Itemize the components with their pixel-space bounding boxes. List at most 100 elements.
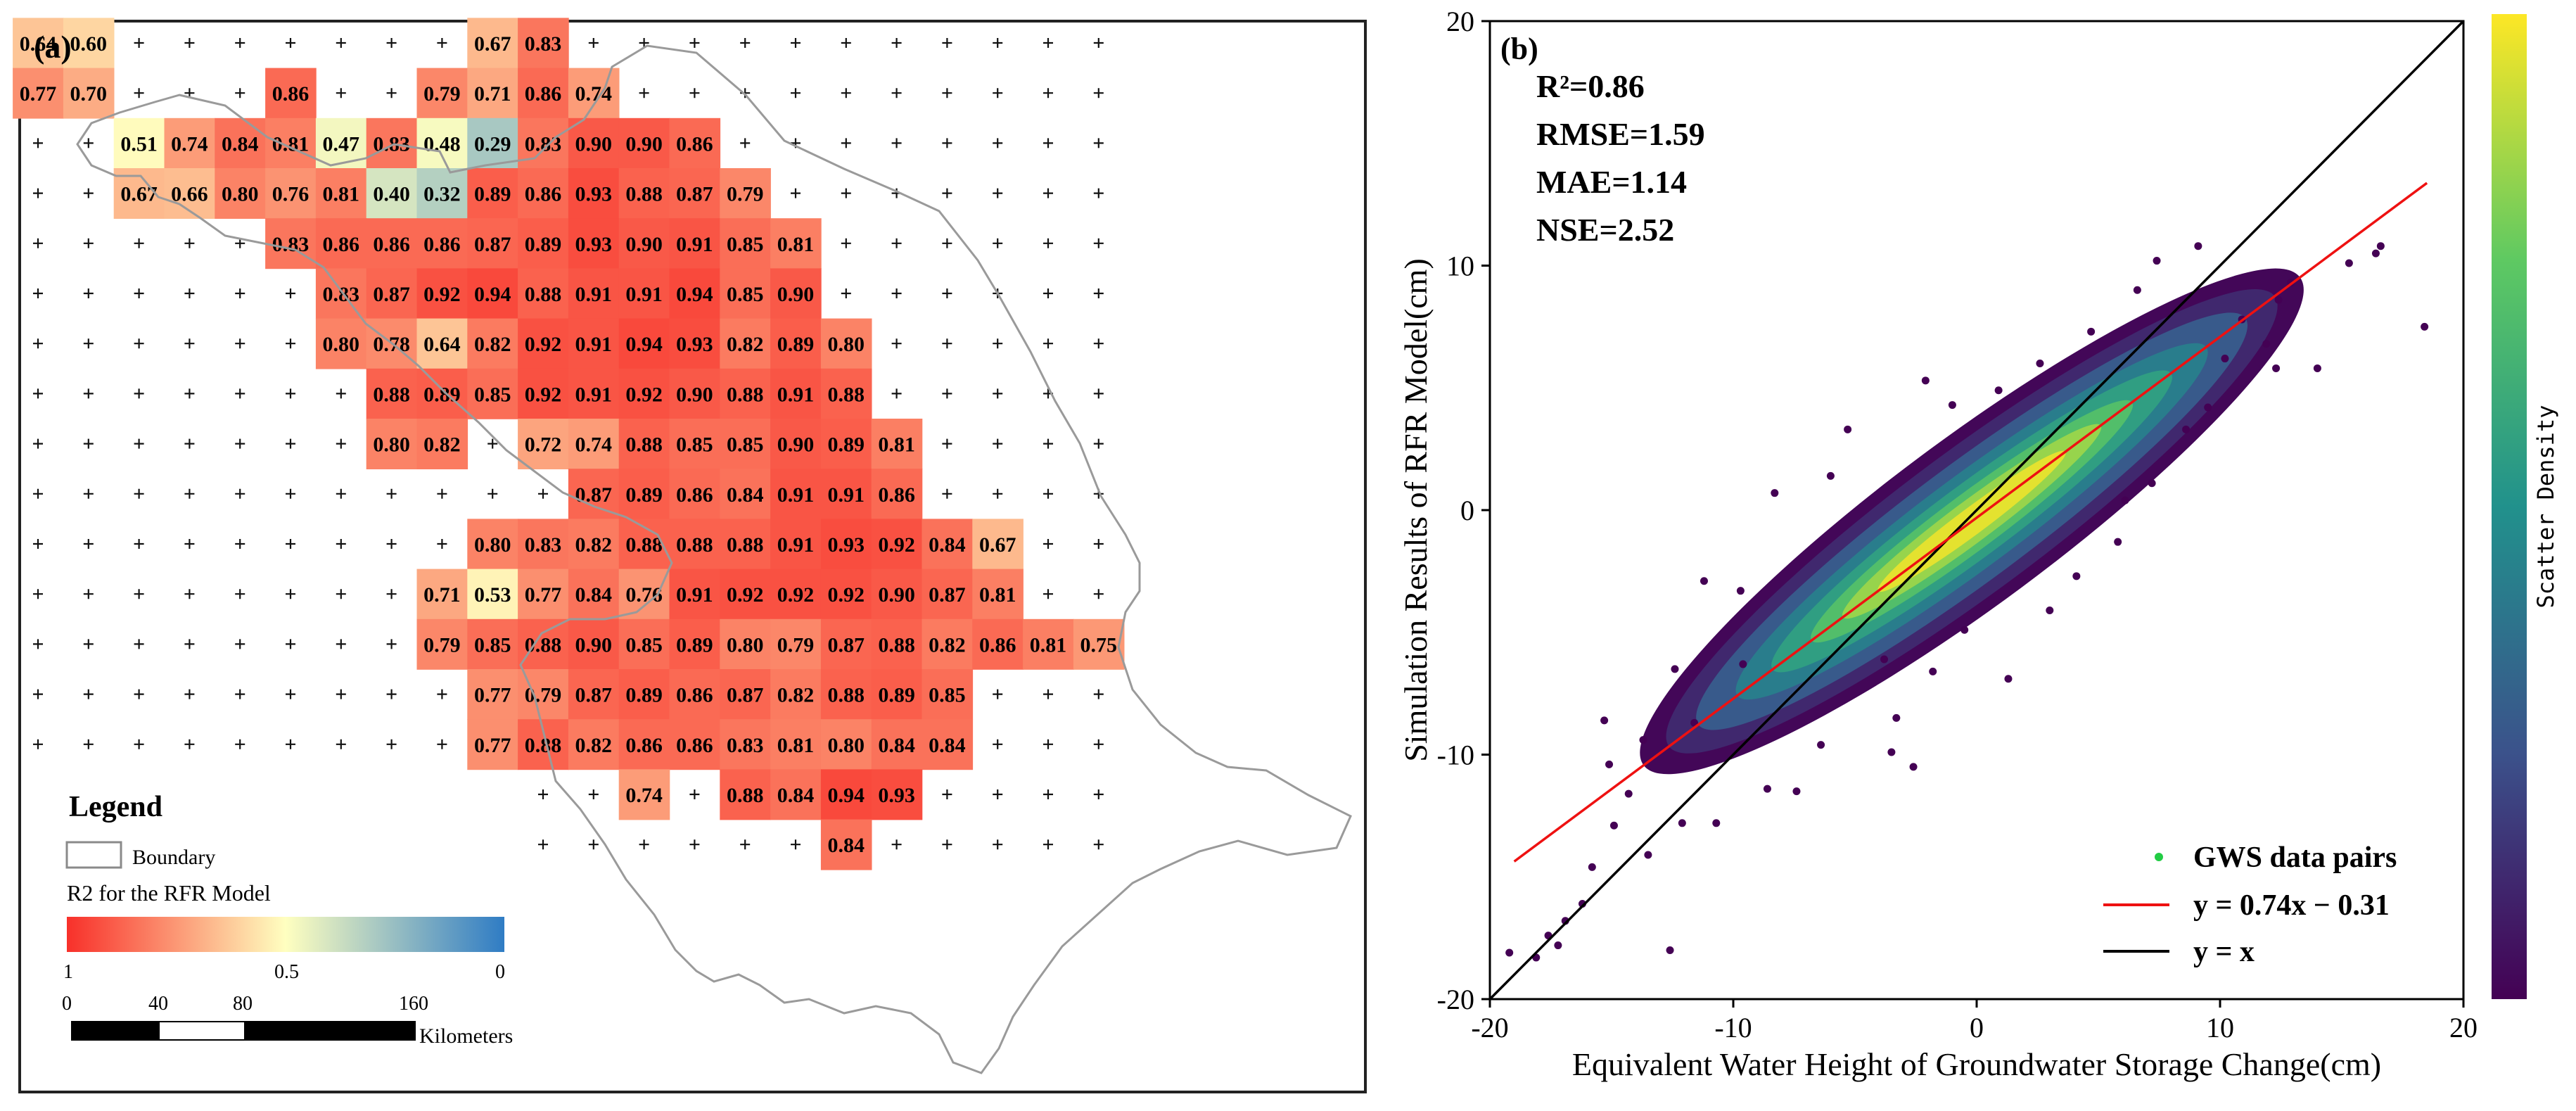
cell-value-label: 0.88 — [625, 433, 663, 457]
cell-value-label: 0.83 — [525, 533, 562, 557]
scatter-point — [1817, 741, 1825, 749]
grid-cross — [235, 589, 246, 599]
grid-cross — [1093, 338, 1104, 349]
heatmap-cell: 0.85 — [922, 669, 974, 720]
cell-value-label: 0.91 — [828, 483, 865, 507]
grid-cross — [942, 839, 952, 850]
heatmap-cell: 0.77 — [13, 68, 64, 119]
cell-value-label: 0.85 — [474, 383, 511, 406]
heatmap-cell: 0.86 — [518, 168, 569, 219]
color-ramp — [67, 917, 504, 952]
cell-value-label: 0.74 — [625, 784, 663, 807]
grid-cross — [993, 388, 1003, 399]
cell-value-label: 0.76 — [272, 183, 310, 206]
cell-value-label: 0.90 — [777, 433, 815, 457]
grid-cross — [791, 38, 801, 48]
heatmap-cell: 0.88 — [669, 519, 721, 570]
heatmap-cell: 0.92 — [518, 368, 569, 419]
grid-cross — [134, 639, 144, 649]
heatmap-cell: 0.71 — [416, 569, 468, 620]
map-legend: Legend Boundary R2 for the RFR Model 1 0… — [62, 791, 513, 1048]
cell-value-label: 0.84 — [929, 734, 966, 757]
cell-value-label: 0.92 — [878, 533, 915, 557]
grid-cross — [841, 238, 851, 248]
heatmap-cell: 0.72 — [518, 419, 569, 469]
grid-cross — [1093, 388, 1104, 399]
cell-value-label: 0.86 — [676, 684, 713, 707]
heatmap-cell: 0.86 — [315, 218, 367, 269]
scale-tick-160: 160 — [399, 993, 428, 1015]
heatmap-cell: 0.71 — [467, 68, 518, 119]
grid-cross — [286, 488, 295, 499]
cell-value-label: 0.32 — [423, 183, 461, 206]
heatmap-cell: 0.67 — [972, 519, 1024, 570]
cell-value-label: 0.89 — [474, 183, 511, 206]
heatmap-cell: 0.89 — [871, 669, 923, 720]
grid-cross — [538, 839, 548, 850]
grid-cross — [437, 689, 447, 699]
cell-value-label: 0.87 — [727, 684, 764, 707]
grid-cross — [184, 238, 195, 248]
grid-cross — [437, 739, 447, 749]
heatmap-cell: 0.74 — [618, 769, 670, 820]
grid-cross — [1043, 488, 1053, 499]
grid-cross — [336, 88, 346, 99]
grid-cross — [891, 338, 902, 349]
cell-value-label: 0.93 — [575, 183, 613, 206]
heatmap-cell: 0.85 — [720, 268, 771, 319]
heatmap-cell: 0.79 — [720, 168, 771, 219]
scatter-point — [2087, 327, 2096, 336]
scale-tick-80: 80 — [233, 993, 253, 1015]
x-tick-label: -20 — [1471, 1012, 1508, 1043]
cell-value-label: 0.86 — [525, 183, 562, 206]
heatmap-cell: 0.48 — [416, 118, 468, 169]
legend-fit-label: y = 0.74x − 0.31 — [2193, 889, 2390, 922]
stat-mae: MAE=1.14 — [1536, 164, 1687, 200]
panel-a-map: 0.64 0.60 0.67 0.83 0.77 0.70 0.86 0.79 0.71 0.86… — [13, 18, 1367, 1093]
scatter-point — [2046, 606, 2054, 614]
heatmap-cell: 0.74 — [568, 419, 620, 469]
heatmap-cell: 0.86 — [618, 719, 670, 770]
heatmap-cell: 0.87 — [568, 469, 620, 520]
cell-value-label: 0.89 — [423, 383, 461, 406]
cell-value-label: 0.87 — [828, 633, 865, 656]
y-tick-label: -20 — [1437, 984, 1474, 1015]
heatmap-cell: 0.91 — [618, 268, 670, 319]
heatmap-cell: 0.83 — [366, 118, 418, 169]
cell-value-label: 0.80 — [323, 333, 360, 356]
grid-cross — [134, 589, 144, 599]
grid-cross — [184, 539, 195, 549]
cell-value-label: 0.77 — [20, 82, 57, 106]
grid-cross — [235, 338, 246, 349]
heatmap-cell: 0.77 — [518, 569, 569, 620]
heatmap-cell: 0.85 — [618, 618, 670, 670]
heatmap-cell: 0.86 — [669, 669, 721, 720]
cell-value-label: 0.60 — [70, 32, 108, 56]
grid-cross — [184, 488, 195, 499]
heatmap-cell: 0.81 — [770, 719, 822, 770]
cell-value-label: 0.91 — [777, 483, 815, 507]
heatmap-cell: 0.80 — [820, 318, 872, 369]
scatter-point — [1844, 425, 1852, 433]
cell-value-label: 0.71 — [474, 82, 511, 106]
heatmap-cell: 0.84 — [770, 769, 822, 820]
grid-cross — [33, 689, 43, 699]
heatmap-cell: 0.81 — [871, 419, 923, 469]
heatmap-cell: 0.92 — [416, 268, 468, 319]
heatmap-cell: 0.81 — [265, 118, 317, 169]
cell-value-label: 0.87 — [373, 283, 410, 306]
cell-value-label: 0.93 — [828, 533, 865, 557]
grid-cross — [33, 338, 43, 349]
grid-cross — [791, 188, 801, 198]
grid-cross — [134, 539, 144, 549]
grid-cross — [83, 438, 94, 449]
cell-value-label: 0.88 — [625, 183, 663, 206]
grid-cross — [235, 438, 246, 449]
cell-value-label: 0.91 — [575, 333, 613, 356]
grid-cross — [83, 539, 94, 549]
scatter-point — [2371, 249, 2380, 258]
grid-cross — [235, 539, 246, 549]
grid-cross — [386, 88, 397, 99]
grid-cross — [1043, 839, 1053, 850]
grid-cross — [83, 639, 94, 649]
